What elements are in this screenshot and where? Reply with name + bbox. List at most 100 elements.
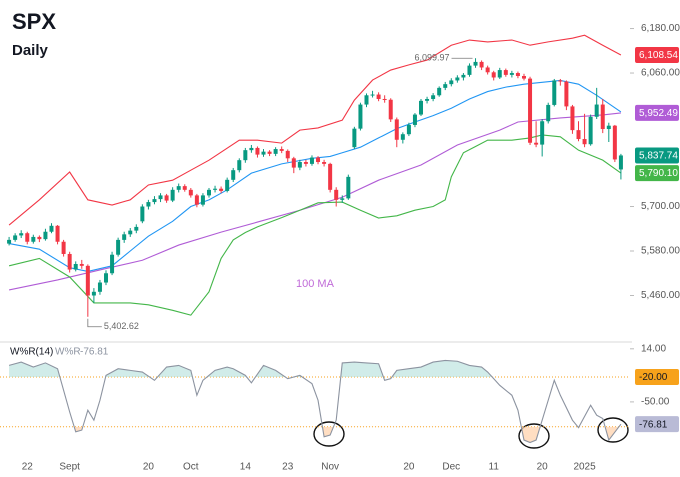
candle-body [43,231,48,240]
indicator-badge: -76.81 [639,419,668,430]
candle-body [364,95,369,105]
x-tick-label: 20 [403,462,415,473]
candle-body [570,106,575,131]
low-pointer [87,318,102,328]
candle-body [194,195,199,205]
candle-body [73,263,78,270]
candle-body [443,84,448,88]
candle-body [55,225,60,242]
indicator-legend-name: W%R [55,347,81,358]
price-badge-bg [635,104,679,121]
candle-body [419,100,424,115]
candle-body [479,61,484,68]
x-tick-label: 20 [143,462,155,473]
candle-body [431,95,436,99]
price-badge: 6,108.54 [639,50,678,61]
candle-body [437,87,442,96]
candle-body [255,147,260,155]
candle-body [231,170,236,180]
candle-body [546,104,551,122]
candle-body [467,65,472,75]
highlight-circle [597,417,629,443]
candle-body [400,134,405,140]
candle-body [261,151,266,155]
price-badge-bg [635,165,679,182]
chart-subtitle: Daily [12,42,49,59]
candle-body [176,186,181,190]
indicator-line [8,359,622,444]
candle-body [328,163,333,190]
candle-body [25,233,30,242]
candle-body [340,198,345,200]
candle-body [322,162,327,164]
x-tick-label: 14 [240,462,252,473]
candle-body [273,149,278,154]
candle-body [200,195,205,205]
candle-body [213,188,218,190]
candle-body [164,195,169,201]
close-badge-bg [635,147,679,164]
candle-body [61,241,66,254]
candle-body [497,70,502,78]
candle-body [346,176,351,199]
y-tick-label: 5,580.00 [641,246,680,257]
candle-body [37,236,42,240]
price-badge: 5,952.49 [639,108,678,119]
candle-body [13,235,18,240]
candle-body [564,81,569,107]
level-badge: -20.00 [639,372,668,383]
candle-body [582,139,587,145]
candle-body [515,73,520,76]
candle-body [382,98,387,100]
x-tick-label: Dec [442,462,460,473]
ma-annotation: 100 MA [296,278,335,290]
candle-body [116,239,121,255]
candle-body [188,189,193,196]
candle-body [85,265,90,296]
x-tick-label: 11 [489,462,500,473]
candle-body [473,61,478,66]
candle-body [49,225,54,232]
high-label: 6,099.97 [414,53,449,63]
candle-body [297,162,302,168]
candle-body [594,104,599,117]
candle-body [170,189,175,201]
highlight-circle [518,423,550,449]
overbought-fill [9,360,493,378]
x-tick-label: Sept [59,462,80,473]
chart-title: SPX [12,9,56,34]
candle-body [461,74,466,78]
candle-body [316,157,321,163]
candle-body [122,234,127,240]
level-badge-bg [635,369,679,386]
candle-body [7,239,12,244]
candle-body [588,116,593,145]
candle-body [249,147,254,151]
candle-body [449,80,454,85]
candle-body [182,186,187,190]
indicator-badge-bg [635,416,679,433]
band-line [8,34,622,226]
candle-body [528,78,533,143]
candle-body [455,77,460,81]
x-tick-label: 2025 [573,462,596,473]
close-badge: 5,837.74 [639,151,678,162]
candle-body [110,254,115,274]
candle-body [91,291,96,296]
candle-body [503,70,508,75]
candle-body [606,125,611,130]
candle-body [67,253,72,270]
candle-body [612,125,617,160]
y-tick-label: 5,460.00 [641,290,680,301]
price-badge-bg [635,47,679,64]
y-tick-label: 6,060.00 [641,68,680,79]
candle-body [104,273,109,283]
candle-body [370,94,375,96]
candle-body [388,99,393,120]
y-tick-label: 14.00 [641,343,666,354]
candle-body [206,189,211,196]
y-tick-label: 6,180.00 [641,23,680,34]
candle-body [618,155,623,170]
candle-body [394,119,399,140]
